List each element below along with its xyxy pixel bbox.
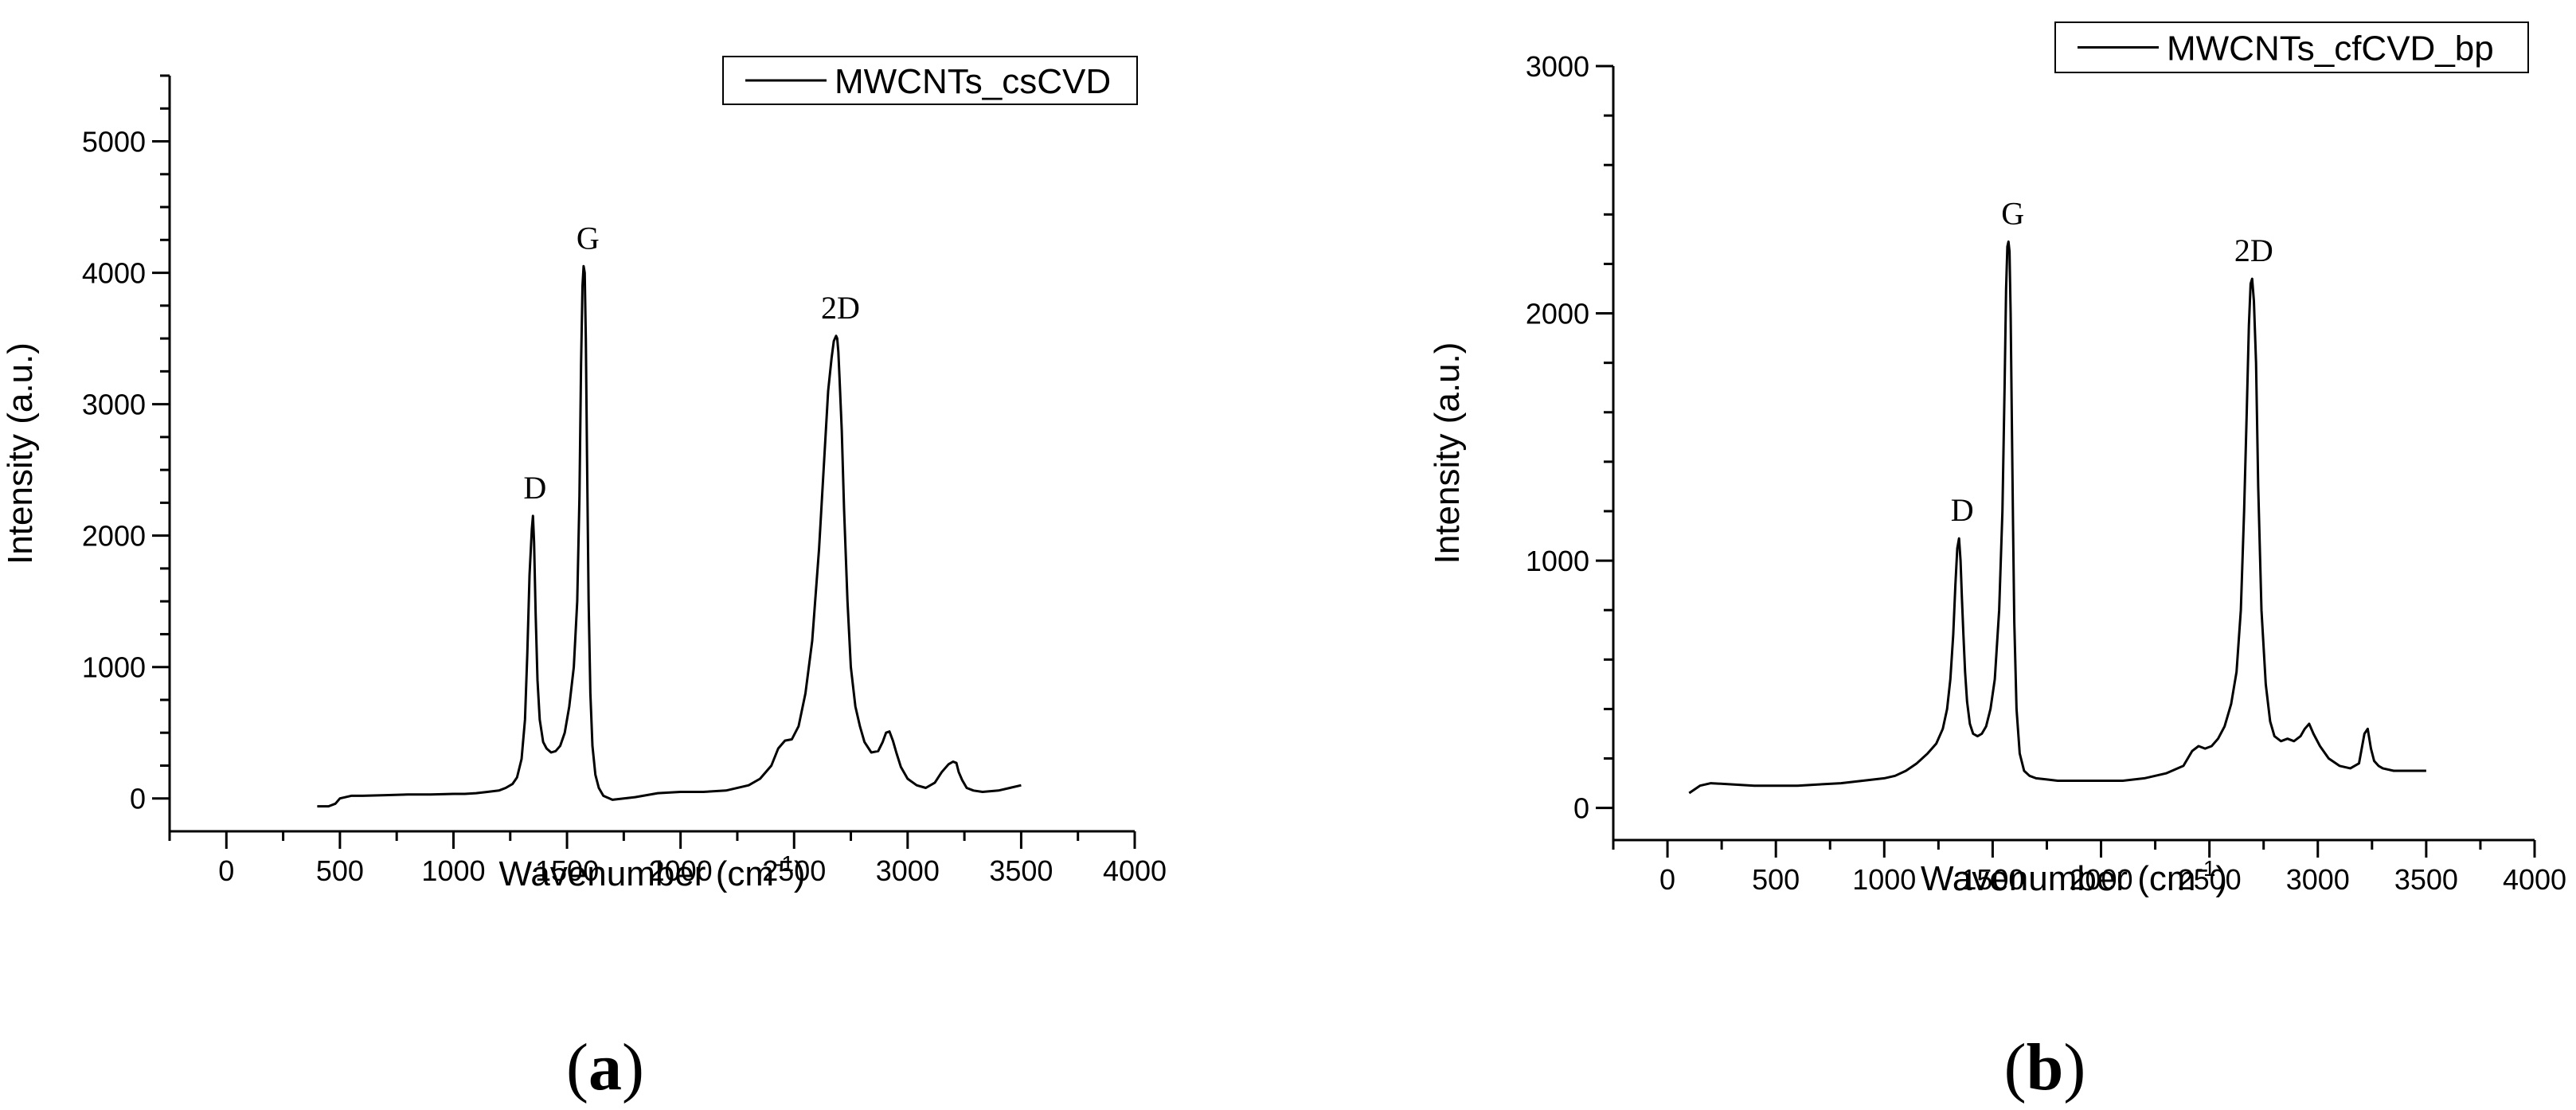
y-tick-label: 1000 [82,651,146,684]
x-axis-title-close: ) [2215,859,2227,898]
x-tick-label: 3000 [2286,863,2350,896]
x-tick-label: 2000 [649,854,713,887]
x-axis-title-superscript: -1 [774,851,794,876]
y-tick-label: 3000 [1526,50,1589,83]
y-tick-label: 3000 [82,389,146,421]
panel-label: (a) [566,1030,644,1104]
x-tick-label: 0 [1659,863,1675,896]
peak-label: G [2001,195,2024,231]
x-axis-title: Wavenumber (cm-1) [498,851,805,893]
y-tick-label: 2000 [1526,298,1589,330]
y-tick-label: 1000 [1526,545,1589,577]
x-tick-label: 1500 [1960,863,2024,896]
y-tick-label: 5000 [82,126,146,158]
peak-label: D [1951,492,1974,528]
x-tick-label: 1500 [535,854,599,887]
y-tick-label: 2000 [82,520,146,553]
y-axis-title: Intensity (a.u.) [1,342,40,565]
x-tick-label: 4000 [1103,854,1167,887]
chart-panel-a: 0 500 1000 1500 2000 2500 3000 3500 4000 0 1000 200… [1,56,1167,1104]
x-tick-label: 2500 [2178,863,2242,896]
y-axis-title: Intensity (a.u.) [1428,342,1467,565]
panel-label-open: ( [2004,1030,2027,1104]
x-axis-title-text: Wavenumber (cm [1921,859,2196,898]
legend: MWCNTs_cfCVD_bp [2054,21,2529,73]
y-tick-label: 4000 [82,257,146,290]
y-tick-label: 0 [1573,792,1589,825]
peak-label: 2D [2234,233,2273,268]
legend-label: MWCNTs_csCVD [835,62,1111,101]
x-tick-label: 4000 [2503,863,2566,896]
legend-label: MWCNTs_cfCVD_bp [2167,29,2494,68]
x-tick-label: 500 [1752,863,1800,896]
legend: MWCNTs_csCVD [722,56,1138,105]
peak-label: 2D [821,290,860,326]
x-axis-title-close: ) [794,854,806,893]
series-line [317,264,1022,808]
series-line [1688,240,2426,795]
x-axis-title-superscript: -1 [2196,856,2216,881]
x-tick-label: 3000 [876,854,940,887]
panel-label-open: ( [566,1030,588,1104]
chart-panel-b: 0 500 1000 1500 2000 2500 3000 3500 4000 0 1000 200… [1428,21,2566,1104]
x-tick-label: 500 [316,854,364,887]
x-tick-label: 3500 [2394,863,2458,896]
peak-label: D [523,470,546,506]
x-axis-title: Wavenumber (cm-1) [1921,856,2227,898]
y-tick-label: 0 [130,783,146,815]
peak-label: G [577,220,600,256]
panel-label-letter: b [2027,1030,2064,1104]
x-tick-label: 2000 [2069,863,2132,896]
x-axis-title-text: Wavenumber (cm [498,854,774,893]
x-tick-label: 0 [218,854,234,887]
x-tick-label: 1000 [421,854,485,887]
x-tick-label: 1000 [1852,863,1916,896]
x-tick-label: 2500 [762,854,826,887]
panel-label-close: ) [2063,1030,2085,1104]
panel-label-close: ) [622,1030,644,1104]
x-tick-label: 3500 [989,854,1053,887]
panel-label-letter: a [588,1030,622,1104]
panel-label: (b) [2004,1030,2086,1104]
